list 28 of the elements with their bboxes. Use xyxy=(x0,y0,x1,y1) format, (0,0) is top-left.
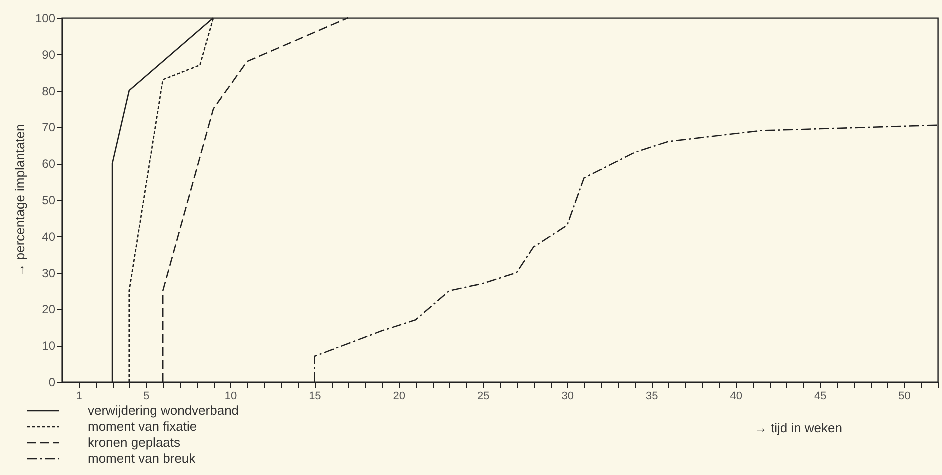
x-tick-label: 30 xyxy=(562,390,574,402)
x-tick-label: 1 xyxy=(76,390,82,402)
y-tick-label: 100 xyxy=(35,12,56,26)
y-tick-label: 80 xyxy=(42,84,56,98)
y-tick-label: 70 xyxy=(42,120,56,135)
x-tick-label: 35 xyxy=(646,390,658,402)
y-tick-label: 20 xyxy=(42,302,56,317)
x-tick-label: 10 xyxy=(224,390,238,402)
x-tick-label: 50 xyxy=(898,390,911,402)
y-tick-label: 60 xyxy=(42,157,56,172)
y-tick-label: 40 xyxy=(42,230,56,244)
y-axis-title: → percentage implantaten xyxy=(12,124,28,277)
legend-label: verwijdering wondverband xyxy=(88,403,240,418)
x-tick-label: 45 xyxy=(814,390,827,402)
legend-label: moment van fixatie xyxy=(88,419,198,434)
x-tick-label: 40 xyxy=(730,390,742,402)
x-tick-label: 20 xyxy=(393,390,406,402)
x-tick-label: 25 xyxy=(478,390,490,402)
y-tick-label: 30 xyxy=(42,266,56,280)
x-axis-title: → tijd in weken xyxy=(754,420,842,436)
legend-label: kronen geplaats xyxy=(88,435,182,450)
legend-label: moment van breuk xyxy=(88,451,196,466)
y-tick-label: 0 xyxy=(48,376,56,390)
x-tick-label: 15 xyxy=(309,390,322,402)
x-tick-label: 5 xyxy=(144,390,150,402)
y-tick-label: 90 xyxy=(42,48,56,62)
y-tick-label: 50 xyxy=(42,194,56,208)
y-tick-label: 10 xyxy=(42,339,56,354)
